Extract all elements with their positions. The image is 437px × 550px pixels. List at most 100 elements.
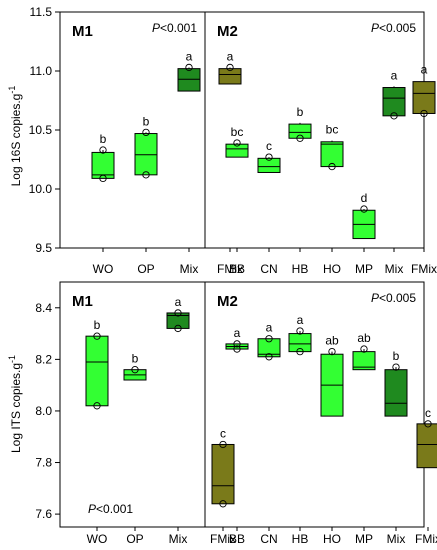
outlier-point [360, 345, 368, 353]
x-tick-label: MP [355, 532, 373, 546]
p-value-symbol: P [152, 21, 160, 35]
x-tick-label: FMix [210, 532, 236, 546]
outlier-point [99, 174, 107, 183]
plot-frame [59, 281, 425, 528]
x-tick-label: WO [87, 532, 108, 546]
significance-letter: c [220, 426, 226, 440]
x-tick-label: CN [260, 532, 277, 546]
p-value-symbol: P [371, 21, 379, 35]
significance-letter: bc [231, 125, 244, 139]
x-tick-label: FMix [217, 262, 243, 276]
x-tick-label: Mix [169, 532, 188, 546]
significance-letter: b [132, 352, 139, 366]
outlier-point [174, 324, 182, 333]
outlier-point [328, 162, 336, 171]
bottom-panel: Log ITS copies.g-1 7.67.88.08.28.4 M1P<0.… [7, 281, 437, 546]
box [320, 141, 344, 168]
significance-letter: a [266, 321, 273, 335]
x-tick-label: HB [292, 532, 309, 546]
box [352, 351, 376, 371]
box [166, 312, 190, 329]
box [134, 133, 158, 176]
x-tick-label: WO [93, 262, 114, 276]
outlier-point [265, 335, 273, 343]
y-tick-label: 11.5 [30, 5, 53, 19]
x-tick-label: HO [323, 262, 341, 276]
outlier-point [219, 440, 227, 449]
subpanel-label: M1 [72, 23, 93, 40]
significance-letter: b [94, 318, 101, 332]
p-value-text: <0.005 [379, 291, 416, 305]
significance-letter: c [425, 406, 431, 420]
outlier-point [99, 146, 107, 154]
outlier-point [131, 366, 139, 374]
outlier-point [424, 420, 432, 428]
x-tick-label: FMix [411, 262, 437, 276]
significance-letter: bc [326, 123, 339, 137]
outlier-point [142, 171, 150, 179]
box [412, 81, 436, 114]
y-tick-label: 8.2 [35, 352, 52, 366]
significance-letter: a [234, 326, 241, 340]
outlier-point [233, 139, 241, 147]
box [85, 335, 109, 407]
outlier-point [328, 347, 336, 356]
p-value-symbol: P [88, 502, 96, 516]
significance-letter: b [297, 105, 304, 119]
box [91, 151, 115, 179]
significance-letter: b [143, 114, 150, 128]
significance-letter: ab [357, 331, 371, 345]
x-tick-label: FMix [415, 532, 437, 546]
x-tick-label: BB [229, 532, 245, 546]
y-tick-label: 7.6 [35, 507, 52, 521]
outlier-point [265, 353, 273, 361]
outlier-point [420, 109, 428, 118]
box [177, 68, 201, 92]
outlier-point [265, 153, 273, 161]
y-tick-label: 9.5 [35, 241, 52, 255]
outlier-point [93, 402, 101, 410]
p-value: P<0.001 [152, 21, 197, 35]
outlier-point [93, 332, 101, 340]
x-tick-label: Mix [180, 262, 199, 276]
p-value: P<0.001 [88, 502, 133, 516]
subpanel-label: M1 [72, 293, 93, 310]
p-value: P<0.005 [371, 291, 416, 305]
outlier-point [142, 128, 150, 137]
y-tick-label: 10.5 [29, 123, 53, 137]
box [384, 369, 408, 417]
top-panel: Log 16S copies.g-1 9.5 10.0 10.5 11.0 11.5 M1… [7, 5, 437, 276]
y-tick-label: 8.4 [35, 301, 52, 315]
outlier-point [233, 340, 241, 348]
y-tick-label: 10.0 [29, 182, 53, 196]
significance-letter: a [391, 68, 398, 82]
x-tick-label: CN [260, 262, 277, 276]
outlier-point [233, 345, 241, 353]
p-value-text: <0.005 [379, 21, 416, 35]
box [211, 443, 235, 505]
outlier-point [360, 205, 368, 213]
outlier-point [219, 500, 227, 508]
outlier-point [392, 363, 400, 371]
outlier-point [296, 134, 304, 142]
y-tick-label: 11.0 [30, 64, 53, 78]
y-tick-label: 8.0 [35, 404, 52, 418]
subpanel-label: M2 [217, 293, 238, 310]
significance-letter: a [175, 295, 182, 309]
box [382, 87, 406, 117]
significance-letter: b [393, 349, 400, 363]
outlier-point [296, 347, 304, 356]
significance-letter: a [297, 313, 304, 327]
box [288, 333, 312, 353]
significance-letter: a [186, 49, 193, 63]
outlier-point [226, 63, 234, 72]
significance-letter: a [227, 49, 234, 63]
x-tick-label: Mix [387, 532, 406, 546]
x-tick-label: MP [355, 262, 373, 276]
p-value-symbol: P [371, 291, 379, 305]
bottom-ylabel: Log ITS copies.g-1 [7, 355, 23, 453]
y-tick-label: 7.8 [35, 456, 52, 470]
significance-letter: a [421, 62, 428, 76]
outlier-point [174, 309, 182, 317]
box [257, 157, 281, 173]
